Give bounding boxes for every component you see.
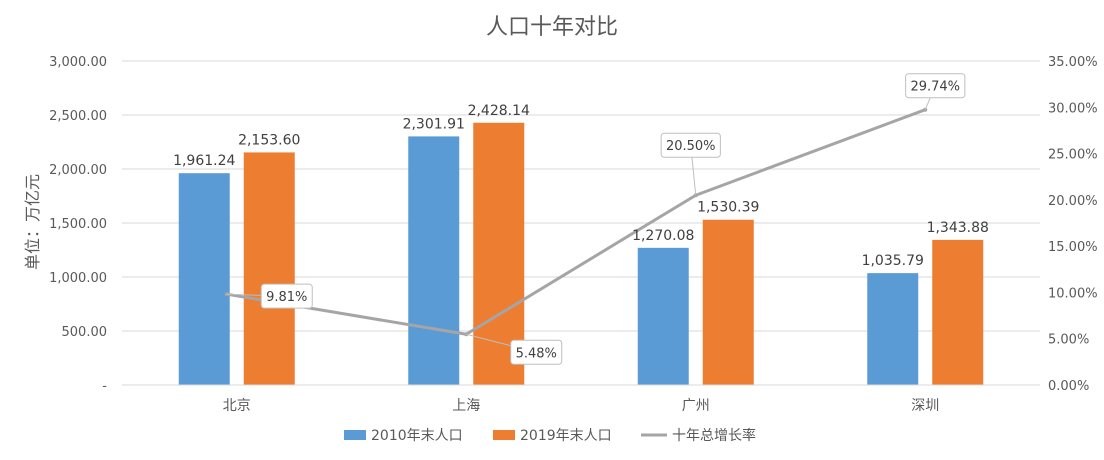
data-labels: 1,961.24 2,301.91 1,270.08 1,035.79 2,153.60…	[173, 73, 989, 365]
callout-box	[510, 339, 563, 365]
legend-label: 2010年末人口	[371, 428, 463, 444]
y-tick-label: -	[102, 379, 107, 394]
bar	[702, 219, 754, 385]
callout-box	[905, 73, 966, 99]
y2-tick-label: 25.00%	[1048, 148, 1098, 163]
x-tick-label: 北京	[223, 398, 251, 414]
bar	[243, 152, 295, 385]
bar-value-label: 1,343.88	[927, 220, 989, 236]
bar-value-label: 2,301.91	[403, 116, 465, 132]
y2-tick-label: 10.00%	[1048, 286, 1098, 301]
legend-swatch	[344, 430, 366, 440]
y2-tick-label: 5.00%	[1048, 333, 1089, 348]
bar-value-label: 2,428.14	[468, 103, 530, 119]
legend-label: 2019年末人口	[520, 428, 612, 444]
callout-box	[660, 132, 721, 158]
legend: 2010年末人口 2019年末人口 十年总增长率	[344, 427, 756, 444]
legend-label: 十年总增长率	[672, 427, 756, 444]
legend-swatch	[493, 430, 515, 440]
y-axis-title: 单位：万亿元	[23, 174, 42, 270]
y2-tick-label: 15.00%	[1048, 240, 1098, 255]
y-tick-label: 3,000.00	[49, 55, 107, 70]
bar	[637, 247, 689, 385]
bar	[178, 173, 230, 385]
bar-value-label: 2,153.60	[238, 132, 300, 148]
line-path	[226, 108, 926, 336]
y2-tick-label: 35.00%	[1048, 55, 1098, 70]
y2-tick-label: 20.00%	[1048, 194, 1098, 209]
line-value-label: 9.81%	[266, 290, 307, 305]
callout-box	[260, 283, 313, 309]
bar	[867, 273, 919, 385]
bar	[408, 136, 460, 385]
x-tick-label: 深圳	[911, 398, 939, 414]
line-value-label: 29.74%	[910, 80, 960, 95]
y2-tick-label: 30.00%	[1048, 101, 1098, 116]
bar-value-label: 1,961.24	[173, 153, 235, 169]
bar-value-label: 1,270.08	[632, 228, 694, 244]
line-value-label: 20.50%	[666, 139, 716, 154]
bar	[932, 239, 984, 385]
bar-series	[178, 122, 984, 386]
y2-tick-label: 0.00%	[1048, 379, 1089, 394]
y-tick-label: 1,000.00	[49, 271, 107, 286]
line-series	[224, 107, 928, 337]
x-tick-label: 广州	[682, 398, 710, 414]
bar-value-label: 1,530.39	[697, 200, 759, 216]
y-tick-label: 1,500.00	[49, 217, 107, 232]
y-tick-label: 2,500.00	[49, 109, 107, 124]
y-tick-label: 500.00	[62, 325, 108, 340]
axes: - 500.00 1,000.00 1,500.00 2,000.00 2,500.00 3…	[49, 55, 1097, 414]
bar-value-label: 1,035.79	[862, 253, 924, 269]
y-tick-label: 2,000.00	[49, 163, 107, 178]
line-value-label: 5.48%	[516, 346, 557, 361]
x-tick-label: 上海	[452, 398, 480, 414]
chart-title: 人口十年对比	[486, 15, 618, 40]
